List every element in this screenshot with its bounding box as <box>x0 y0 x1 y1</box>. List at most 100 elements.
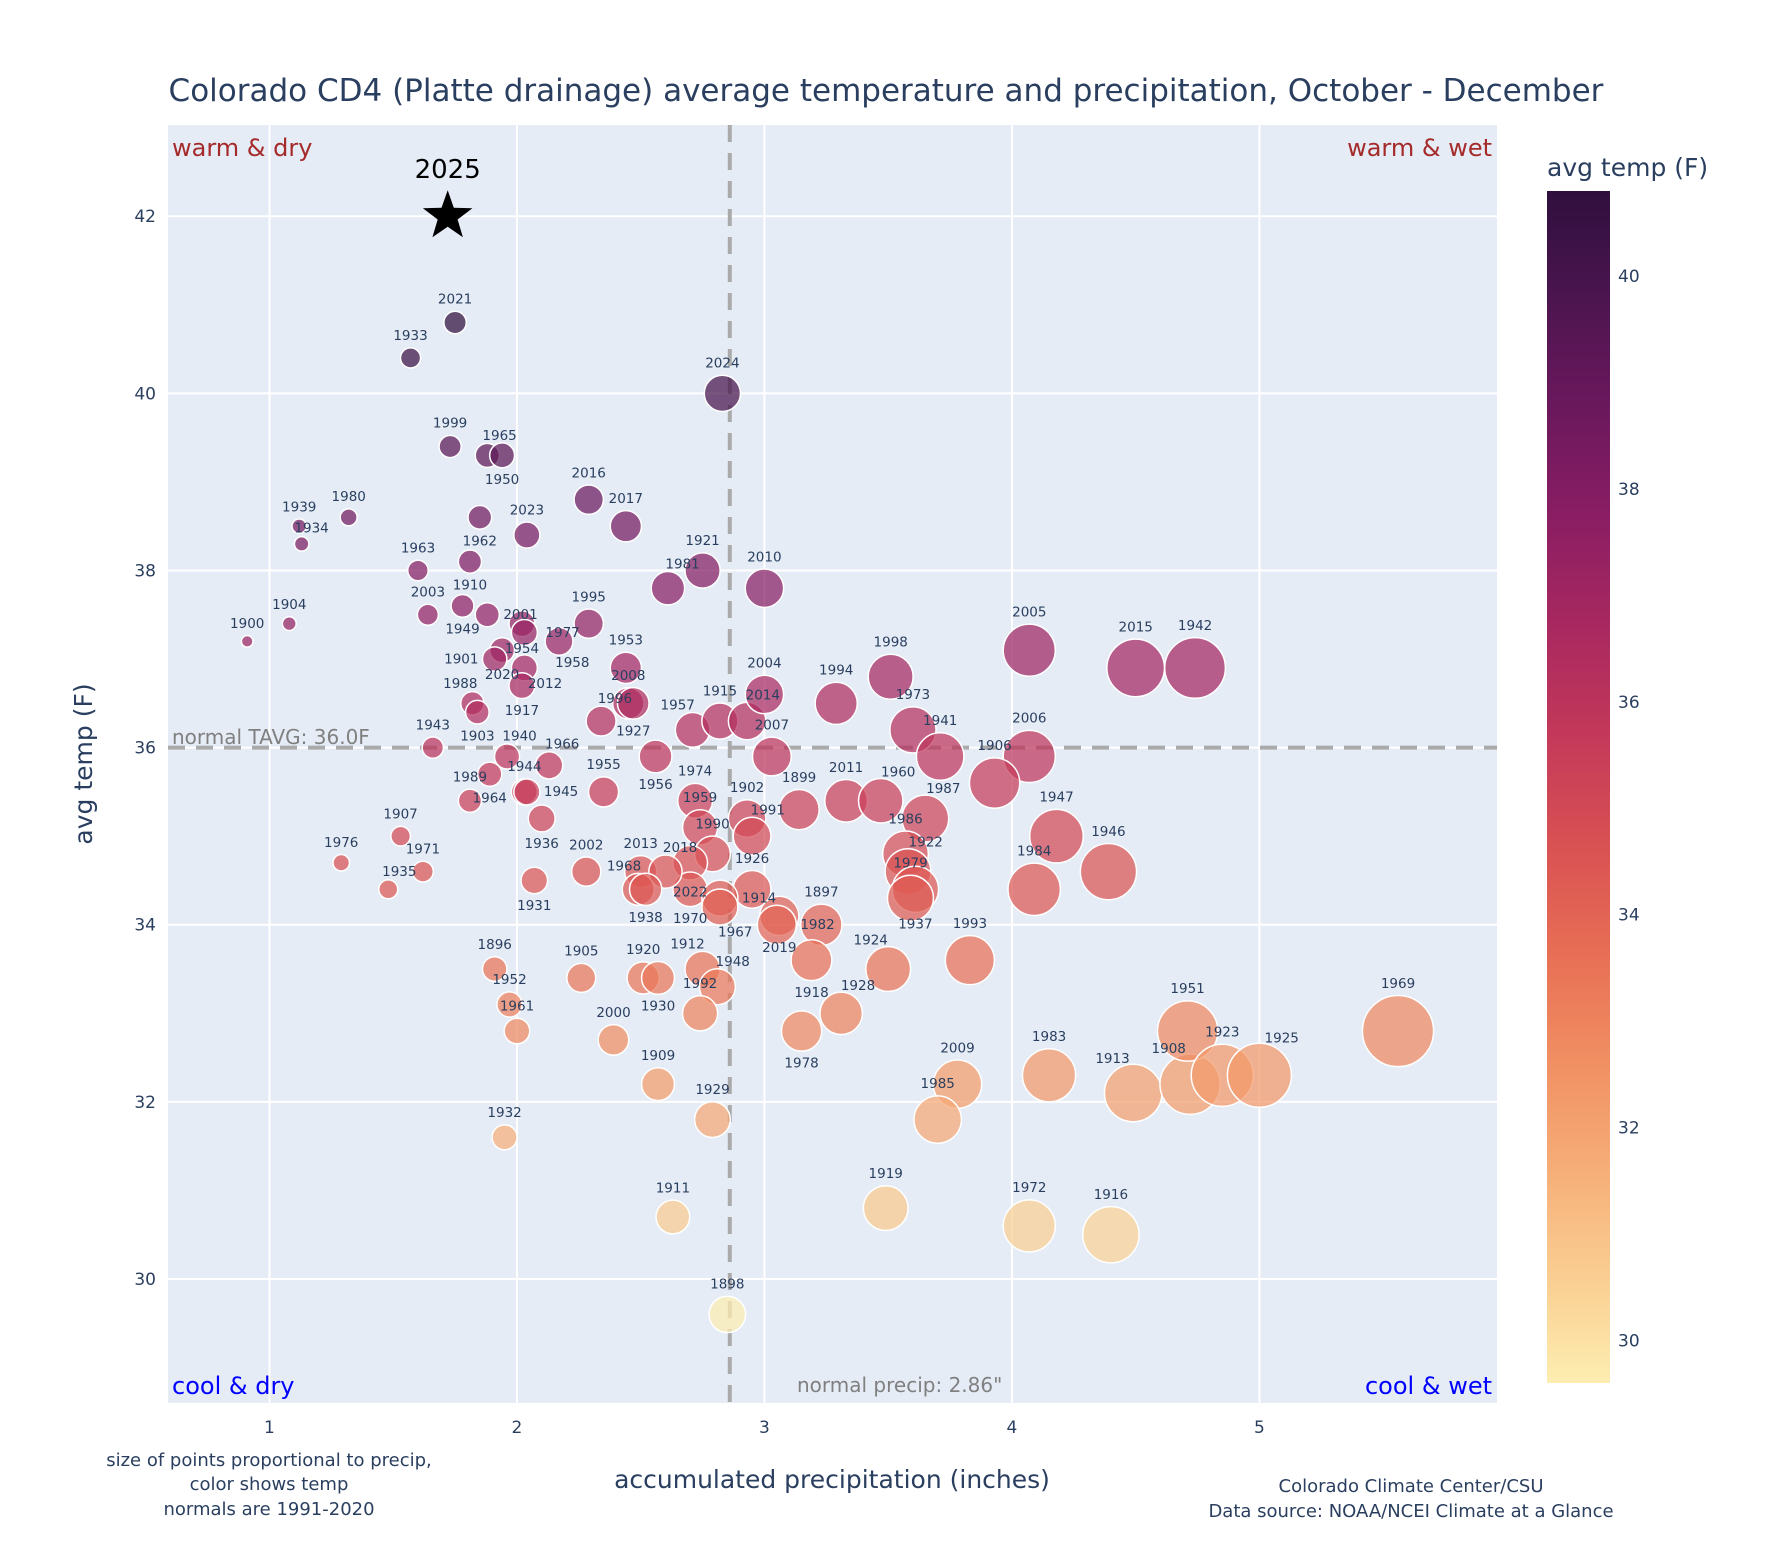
data-point <box>640 1066 676 1102</box>
point-label: 2004 <box>747 656 781 672</box>
y-tick-label: 32 <box>134 1093 156 1113</box>
point-label: 1971 <box>406 842 440 858</box>
point-label: 2013 <box>624 836 658 852</box>
quadrant-label-cool-dry: cool & dry <box>172 1372 295 1400</box>
plot-area <box>168 125 1497 1403</box>
data-point <box>527 804 556 833</box>
y-tick-label: 30 <box>134 1270 156 1290</box>
data-point <box>464 699 490 725</box>
footnote-left: size of points proportional to precip, c… <box>106 1450 432 1520</box>
point-label: 2017 <box>609 491 643 507</box>
point-label: 1925 <box>1265 1031 1299 1047</box>
point-label: 1946 <box>1091 824 1125 840</box>
point-label: 1945 <box>544 784 578 800</box>
data-point <box>867 653 914 700</box>
point-label: 1970 <box>673 911 707 927</box>
data-point <box>1002 623 1057 677</box>
point-label: 1978 <box>784 1056 818 1072</box>
data-point <box>493 743 521 770</box>
data-point <box>814 681 859 726</box>
point-label: 1947 <box>1039 790 1073 806</box>
x-tick-label: 4 <box>1007 1418 1018 1438</box>
data-point <box>513 521 541 549</box>
point-label: 1995 <box>572 589 606 605</box>
point-label: 2022 <box>673 884 707 900</box>
colorbar-tick-label: 40 <box>1618 267 1640 287</box>
data-point <box>332 853 351 872</box>
point-label: 1958 <box>555 655 589 671</box>
point-label: 1918 <box>794 985 828 1001</box>
point-label: 2012 <box>528 676 562 692</box>
point-label: 2010 <box>747 549 781 565</box>
data-point <box>566 962 597 994</box>
point-label: 1973 <box>896 687 930 703</box>
data-point <box>570 856 602 887</box>
data-point <box>913 1095 963 1145</box>
point-label: 1902 <box>730 780 764 796</box>
data-point <box>915 731 965 781</box>
data-point <box>587 776 620 808</box>
data-point <box>544 626 574 656</box>
point-label: 1931 <box>517 898 551 914</box>
point-label: 1928 <box>841 978 875 994</box>
point-label: 2009 <box>940 1040 974 1056</box>
data-point <box>573 608 605 640</box>
point-label: 2005 <box>1012 605 1046 621</box>
point-label: 1914 <box>742 891 776 907</box>
colorbar <box>1547 191 1610 1383</box>
point-label: 1933 <box>393 328 427 344</box>
point-label: 1921 <box>685 533 719 549</box>
data-point <box>1007 862 1062 917</box>
point-label: 1987 <box>926 781 960 797</box>
data-point <box>421 736 445 759</box>
data-point <box>488 442 516 469</box>
point-label: 1915 <box>703 683 737 699</box>
data-point <box>476 761 503 788</box>
point-label: 1916 <box>1094 1187 1128 1203</box>
data-point <box>744 568 785 609</box>
point-label: 1904 <box>272 597 306 613</box>
point-label: 1941 <box>923 713 957 729</box>
point-label: 1989 <box>453 770 487 786</box>
data-point <box>693 1100 732 1139</box>
point-label: 1960 <box>881 764 915 780</box>
point-label: 1954 <box>505 641 539 657</box>
point-label: 1986 <box>888 811 922 827</box>
point-label: 1900 <box>230 616 264 632</box>
data-point <box>378 879 399 900</box>
data-point <box>503 1017 531 1045</box>
data-point <box>857 777 904 824</box>
point-label: 1996 <box>598 691 632 707</box>
data-point <box>1361 994 1435 1068</box>
point-label: 1981 <box>665 557 699 573</box>
data-point <box>438 434 462 459</box>
point-label: 1948 <box>716 954 750 970</box>
footnote-line: normals are 1991-2020 <box>163 1499 374 1520</box>
point-label: 1922 <box>909 835 943 851</box>
point-label: 1936 <box>525 836 559 852</box>
colorbar-ticks: 30 32 34 36 38 40 <box>1618 267 1640 1351</box>
point-label: 1929 <box>695 1082 729 1098</box>
data-point <box>944 934 996 986</box>
x-tick-label: 5 <box>1254 1418 1265 1438</box>
point-label: 1944 <box>507 759 541 775</box>
data-point <box>585 705 617 737</box>
point-label: 2007 <box>755 717 789 733</box>
data-point <box>1156 1000 1219 1062</box>
data-point <box>520 866 549 895</box>
point-label: 2021 <box>438 292 472 308</box>
data-point <box>681 995 719 1032</box>
point-label: 1983 <box>1032 1029 1066 1045</box>
footnote-line: color shows temp <box>190 1474 349 1495</box>
normal-temp-label: normal TAVG: 36.0F <box>172 725 370 749</box>
point-label: 2015 <box>1119 619 1153 635</box>
data-point <box>1021 1047 1077 1103</box>
point-label: 2008 <box>611 668 645 684</box>
point-label: 2020 <box>485 667 519 683</box>
colorbar-title: avg temp (F) <box>1547 153 1708 182</box>
point-label: 1953 <box>609 633 643 649</box>
data-point <box>474 601 501 628</box>
point-label: 1992 <box>683 976 717 992</box>
point-label: 1896 <box>478 937 512 953</box>
point-label: 1905 <box>564 944 598 960</box>
